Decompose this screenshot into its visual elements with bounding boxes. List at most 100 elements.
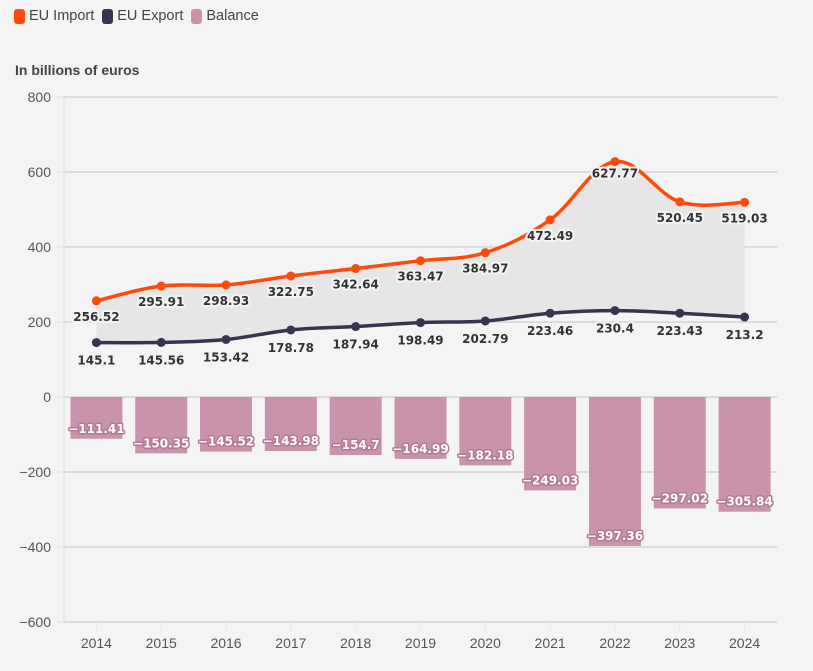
export-point <box>740 312 750 322</box>
legend-item-export[interactable]: EU Export <box>102 8 183 24</box>
export-data-label: 230.4 <box>596 322 634 336</box>
balance-data-label: −143.98 <box>263 434 319 448</box>
legend-item-balance[interactable]: Balance <box>191 8 259 24</box>
balance-data-label: −249.03 <box>522 473 578 487</box>
export-point <box>675 308 685 318</box>
legend-swatch-import <box>14 8 25 24</box>
import-data-label: 295.91 <box>138 295 184 309</box>
import-data-label: 256.52 <box>73 310 119 324</box>
y-tick-label: 400 <box>28 239 52 255</box>
export-point <box>286 325 296 335</box>
export-point <box>91 338 101 348</box>
import-point <box>156 281 166 291</box>
balance-data-label: −305.84 <box>716 495 772 509</box>
balance-bar <box>653 397 706 509</box>
legend-item-import[interactable]: EU Import <box>14 8 94 24</box>
x-tick-label: 2016 <box>210 635 241 651</box>
balance-data-label: −154.7 <box>332 438 380 452</box>
export-point <box>610 306 620 316</box>
data-labels: 256.52 295.91 298.93 322.75 342.64 363.47 384.… <box>67 165 775 545</box>
x-tick-label: 2024 <box>729 635 760 651</box>
balance-bar <box>264 397 317 451</box>
import-point <box>610 157 620 167</box>
series-lines <box>91 157 750 348</box>
balance-bar <box>135 397 188 454</box>
export-point <box>480 316 490 326</box>
legend-swatch-balance <box>191 8 203 24</box>
export-point <box>545 308 555 318</box>
x-axis: 2014 2015 2016 2017 2018 2019 2020 2021 2022 2023… <box>81 622 760 651</box>
x-tick-label: 2022 <box>599 635 630 651</box>
import-point <box>221 280 231 290</box>
export-data-label: 202.79 <box>462 332 508 346</box>
export-data-label: 223.43 <box>657 324 703 338</box>
legend-swatch-export <box>102 8 114 24</box>
y-tick-label: 600 <box>28 164 52 180</box>
import-point <box>416 256 425 266</box>
export-data-label: 153.42 <box>203 350 249 364</box>
import-point <box>480 248 490 258</box>
import-point <box>286 271 296 281</box>
balance-data-label: −150.35 <box>133 436 189 450</box>
balance-bar <box>524 397 577 491</box>
chart-legend: EU Import EU Export Balance <box>14 8 259 24</box>
balance-bar <box>394 397 447 459</box>
x-tick-label: 2014 <box>81 635 112 651</box>
import-data-label: 322.75 <box>268 285 314 299</box>
balance-bar <box>588 397 641 547</box>
import-data-label: 363.47 <box>397 270 443 284</box>
balance-data-label: −164.99 <box>392 442 448 456</box>
legend-label-import: EU Import <box>29 8 95 24</box>
x-tick-label: 2015 <box>146 635 177 651</box>
export-data-label: 213.2 <box>726 328 764 342</box>
balance-bar <box>200 397 253 452</box>
balance-bar <box>329 397 382 456</box>
export-data-label: 187.94 <box>333 338 379 352</box>
x-tick-label: 2017 <box>275 635 306 651</box>
export-point <box>221 334 231 344</box>
export-data-label: 178.78 <box>268 341 314 355</box>
legend-label-export: EU Export <box>117 8 184 24</box>
y-tick-label: 200 <box>28 314 52 330</box>
import-point <box>675 197 685 207</box>
import-data-label: 342.64 <box>333 278 379 292</box>
import-data-label: 384.97 <box>462 262 508 276</box>
import-data-label: 520.45 <box>657 211 703 225</box>
chart-subtitle: In billions of euros <box>15 62 140 78</box>
x-tick-label: 2018 <box>340 635 371 651</box>
export-data-label: 145.1 <box>77 354 115 368</box>
export-point <box>351 322 361 332</box>
x-tick-label: 2021 <box>535 635 566 651</box>
balance-bar <box>70 397 123 439</box>
x-tick-label: 2023 <box>664 635 695 651</box>
export-data-label: 198.49 <box>397 334 443 348</box>
balance-bar <box>459 397 512 466</box>
export-data-label: 223.46 <box>527 324 573 338</box>
import-point <box>351 264 361 274</box>
balance-data-label: −297.02 <box>652 491 708 505</box>
export-point <box>416 318 425 328</box>
y-tick-label: −600 <box>19 614 51 630</box>
import-point <box>740 197 750 207</box>
y-tick-label: 800 <box>28 89 52 105</box>
export-data-label: 145.56 <box>138 353 184 367</box>
y-tick-label: 0 <box>43 389 51 405</box>
x-tick-label: 2019 <box>405 635 436 651</box>
balance-bar <box>718 397 771 512</box>
legend-label-balance: Balance <box>206 8 259 24</box>
import-export-gap-area <box>96 161 745 343</box>
import-data-label: 472.49 <box>527 229 573 243</box>
balance-data-label: −397.36 <box>587 529 643 543</box>
export-point <box>156 337 166 347</box>
y-tick-label: −400 <box>19 539 51 555</box>
balance-data-label: −182.18 <box>457 448 513 462</box>
balance-data-label: −111.41 <box>68 422 124 436</box>
import-data-label: 627.77 <box>592 167 638 181</box>
import-point <box>91 296 101 306</box>
balance-data-label: −145.52 <box>198 435 254 449</box>
y-axis: 800 600 400 200 0 −200 −400 −600 <box>19 89 65 630</box>
import-data-label: 298.93 <box>203 294 249 308</box>
y-tick-label: −200 <box>19 464 51 480</box>
x-tick-label: 2020 <box>470 635 501 651</box>
